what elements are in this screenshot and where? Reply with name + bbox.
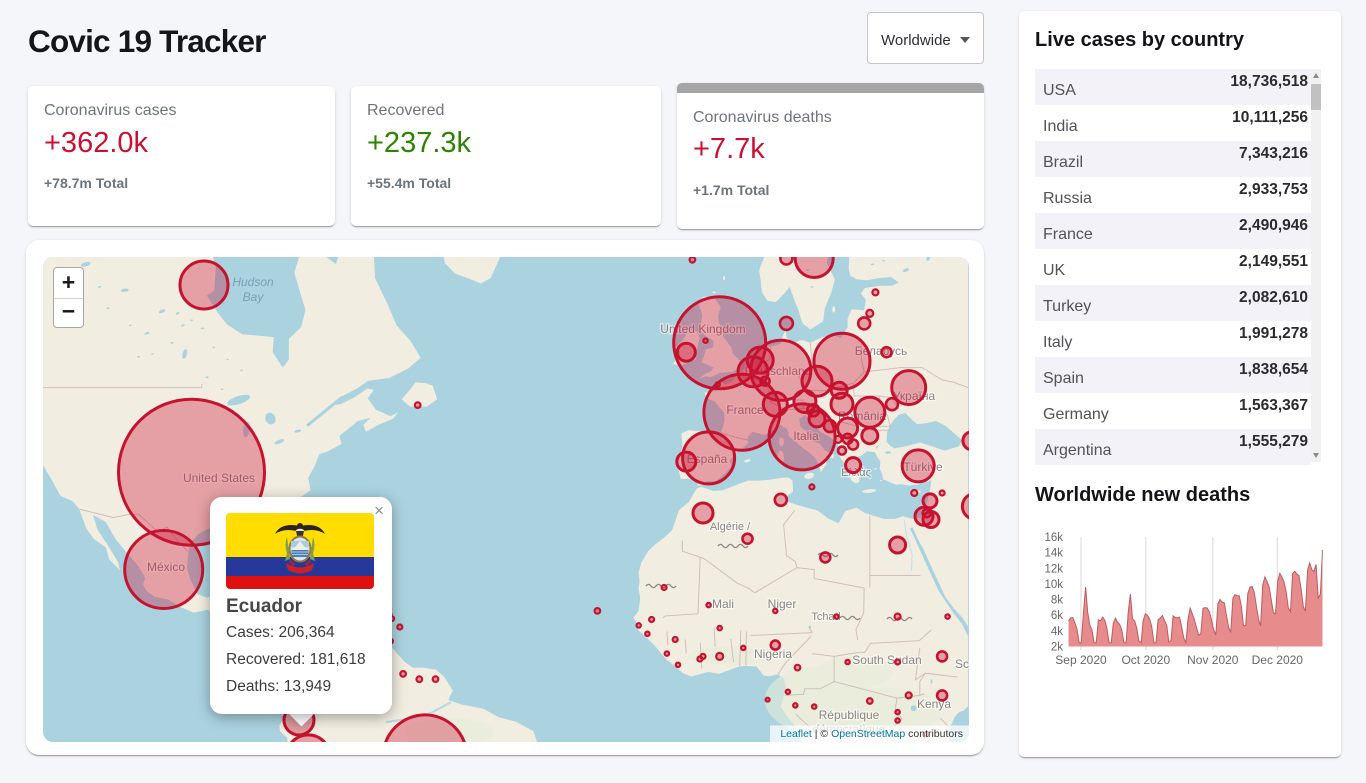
svg-text:Tchad: Tchad — [811, 611, 840, 623]
svg-text:10k: 10k — [1044, 579, 1063, 591]
svg-text:United Kingdom: United Kingdom — [660, 322, 745, 336]
svg-text:South Sudan: South Sudan — [852, 653, 921, 667]
svg-text:8k: 8k — [1051, 595, 1063, 607]
svg-text:Nov 2020: Nov 2020 — [1187, 653, 1239, 667]
svg-text:Algérie /: Algérie / — [710, 521, 751, 533]
svg-text:Dec 2020: Dec 2020 — [1252, 653, 1304, 667]
svg-text:Niger: Niger — [768, 597, 797, 611]
svg-text:République: République — [819, 708, 880, 722]
svg-text:6k: 6k — [1051, 610, 1063, 622]
svg-text:Oct 2020: Oct 2020 — [1121, 653, 1170, 667]
svg-text:12k: 12k — [1044, 563, 1063, 575]
svg-text:Mali: Mali — [712, 597, 734, 611]
svg-text:2k: 2k — [1051, 642, 1063, 654]
svg-text:United States: United States — [183, 471, 255, 485]
svg-text:Bay: Bay — [243, 290, 265, 304]
svg-text:Hudson: Hudson — [232, 275, 274, 289]
svg-text:France: France — [726, 403, 764, 417]
svg-text:Italia: Italia — [793, 429, 819, 443]
svg-text:14k: 14k — [1044, 548, 1063, 560]
svg-text:México: México — [147, 560, 185, 574]
svg-text:4k: 4k — [1051, 626, 1063, 638]
svg-text:Nigeria: Nigeria — [754, 647, 792, 661]
svg-text:16k: 16k — [1044, 532, 1063, 544]
svg-text:Leaflet | © OpenStreetMap cont: Leaflet | © OpenStreetMap contributors — [780, 728, 963, 740]
svg-text:Sep 2020: Sep 2020 — [1055, 653, 1107, 667]
svg-text:Sc: Sc — [955, 657, 969, 671]
